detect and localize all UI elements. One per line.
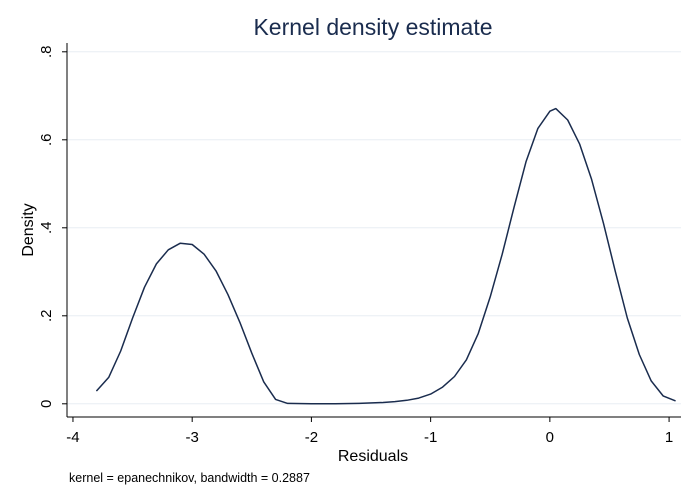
y-tick-label-3: .6 — [38, 134, 55, 147]
x-tick-label-2: -2 — [305, 429, 318, 446]
y-tick-label-0: 0 — [38, 400, 55, 408]
x-tick-label-3: -1 — [424, 429, 437, 446]
x-tick-label-1: -3 — [186, 429, 199, 446]
x-ticks: -4 -3 -2 -1 0 1 — [66, 417, 673, 446]
y-tick-label-1: .2 — [38, 310, 55, 323]
x-tick-label-0: -4 — [66, 429, 79, 446]
density-line-0 — [96, 107, 676, 405]
grid-lines — [67, 51, 681, 405]
x-tick-label-5: 1 — [665, 429, 673, 446]
x-axis-label: Residuals — [338, 448, 408, 465]
kernel-note: kernel = epanechnikov, bandwidth = 0.288… — [69, 471, 310, 485]
x-tick-label-4: 0 — [546, 429, 554, 446]
y-axis-label: Density — [20, 203, 37, 256]
y-tick-label-4: .8 — [38, 46, 55, 59]
y-tick-label-2: .4 — [38, 222, 55, 235]
series-group — [96, 107, 676, 405]
chart-title: Kernel density estimate — [253, 14, 492, 40]
y-ticks: 0 .2 .4 .6 .8 — [38, 46, 67, 408]
axes — [66, 43, 681, 418]
